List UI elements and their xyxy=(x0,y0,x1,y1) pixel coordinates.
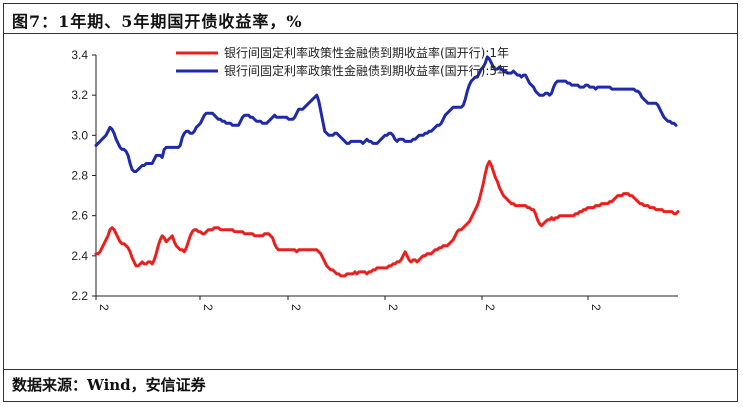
x-tick-label: 2 xyxy=(483,304,497,311)
legend-label-2: 银行间固定利率政策性金融债到期收益率(国开行):5年 xyxy=(224,63,509,78)
y-tick-label: 2.2 xyxy=(71,289,88,303)
x-tick-label: 2 xyxy=(97,304,111,311)
figure-frame xyxy=(3,3,738,402)
figure-title: 图7：1年期、5年期国开债收益率，% xyxy=(12,12,303,31)
chart-legend: 银行间固定利率政策性金融债到期收益率(国开行):1年银行间固定利率政策性金融债到… xyxy=(176,45,509,78)
x-tick-label: 2 xyxy=(289,304,303,311)
source-note: 数据来源：Wind，安信证券 xyxy=(12,376,206,394)
chart-series xyxy=(94,55,680,278)
y-tick-label: 2.8 xyxy=(71,169,88,183)
series-line-1 xyxy=(94,159,680,278)
x-tick-label: 2 xyxy=(589,304,603,311)
y-tick-label: 2.6 xyxy=(71,209,88,223)
chart-axes: 2.2 2.4 2.6 2.8 3.0 3.2 3.4 2 2 2 2 2 2 xyxy=(71,48,678,311)
x-tick-label: 2 xyxy=(201,304,215,311)
series-line-2 xyxy=(94,55,678,173)
title-divider xyxy=(3,33,738,34)
y-tick-label: 2.4 xyxy=(71,249,88,263)
y-tick-label: 3.4 xyxy=(71,48,88,62)
y-tick-label: 3.0 xyxy=(71,128,88,142)
y-tick-label: 3.2 xyxy=(71,88,88,102)
legend-label-1: 银行间固定利率政策性金融债到期收益率(国开行):1年 xyxy=(224,45,509,60)
x-tick-label: 2 xyxy=(386,304,400,311)
source-divider xyxy=(3,369,738,370)
